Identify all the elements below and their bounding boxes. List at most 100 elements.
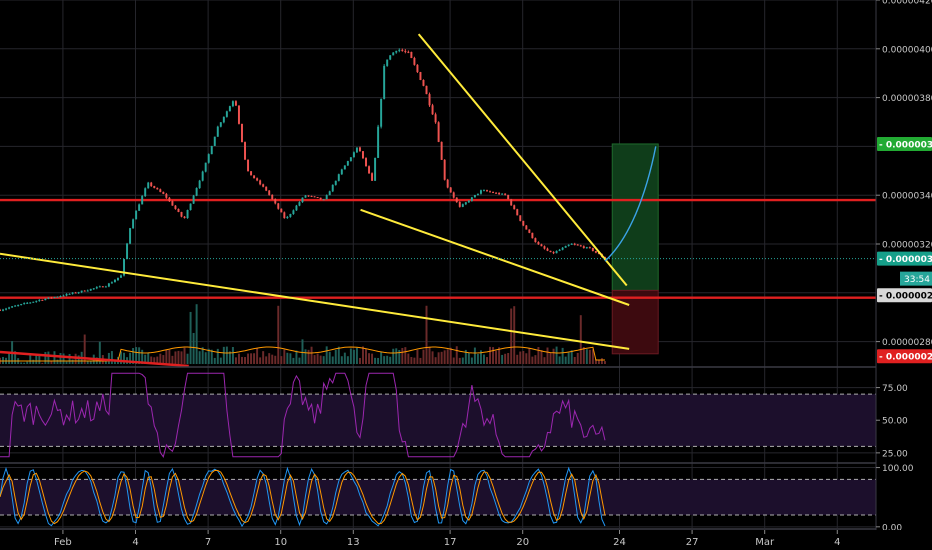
candle-body (522, 220, 525, 226)
candle-body (159, 189, 162, 192)
candle-body (567, 244, 570, 246)
price-label-stop[interactable] (877, 349, 932, 364)
volume-bar (192, 332, 195, 364)
volume-bar (41, 362, 44, 364)
candle-body (380, 98, 383, 127)
candle-body (513, 205, 516, 210)
stop-zone[interactable] (611, 289, 659, 355)
candle-body (582, 246, 585, 249)
volume-bar (244, 357, 246, 364)
candle-body (540, 244, 543, 247)
candle-body (431, 105, 434, 115)
trendline[interactable] (360, 208, 630, 306)
volume-bar (473, 347, 476, 364)
volume-bar (38, 355, 41, 364)
candle-body (123, 259, 126, 276)
candle-body (259, 180, 262, 185)
volume-bar (567, 352, 570, 364)
candle-body (352, 152, 355, 158)
candle-body (504, 193, 507, 195)
candle-body (498, 192, 501, 195)
candle-body (358, 147, 361, 152)
price-axis[interactable]: 0.00000420 0.00000400 0.00000380 0.00000340… (875, 0, 932, 550)
candle-body (17, 304, 20, 306)
candle-body (449, 187, 452, 193)
candle-body (44, 298, 47, 301)
candle-body (277, 203, 280, 209)
position-tool[interactable] (611, 143, 659, 355)
candle-body (555, 250, 558, 254)
candle-body (213, 136, 216, 146)
candle-body (0, 309, 1, 311)
trendlines[interactable] (0, 33, 630, 350)
volume-bar (310, 346, 313, 364)
candle-body (371, 173, 374, 181)
price-label-last[interactable] (877, 251, 932, 266)
volume-bar (159, 353, 162, 364)
volume-bar (20, 362, 23, 364)
price-label-support[interactable] (877, 288, 932, 303)
volume-bar (268, 353, 271, 364)
candle-body (8, 307, 11, 309)
volume-bar (195, 304, 198, 364)
volume-bar (552, 348, 555, 364)
candle-body (204, 162, 207, 172)
candle-body (543, 246, 546, 249)
volume-bar (271, 354, 274, 364)
support-resistance-lines[interactable] (0, 198, 876, 299)
candle-body (14, 305, 17, 307)
candle-body (186, 210, 189, 219)
candle-body (422, 79, 425, 86)
volume-bar (189, 311, 192, 364)
volume-bar (319, 355, 322, 364)
volume-bar (307, 349, 310, 364)
pane-dividers[interactable] (0, 366, 932, 530)
candle-body (413, 58, 416, 65)
volume-bar (392, 348, 395, 364)
volume-bar (247, 353, 250, 364)
volume-bar (398, 349, 401, 364)
candle-body (558, 249, 561, 251)
volume-bar (237, 353, 240, 364)
volume-bar (386, 355, 389, 364)
volume-bar (304, 349, 307, 364)
volume-bar (549, 352, 552, 364)
volume-bar (588, 349, 591, 364)
volume-bar (129, 352, 132, 364)
candle-body (286, 216, 289, 219)
candle-body (386, 59, 389, 66)
volume-bar (68, 354, 71, 364)
time-tick-label: Mar (755, 537, 775, 548)
volume-bar (265, 356, 268, 364)
volume-bar (331, 356, 334, 364)
volume-bar (564, 356, 567, 364)
volume-bar (222, 346, 225, 364)
candle-body (470, 197, 473, 201)
volume-bar (434, 357, 437, 364)
candle-body (443, 159, 446, 180)
volume-bar (573, 356, 576, 364)
trendline[interactable] (0, 252, 630, 350)
volume-bar (362, 346, 364, 364)
volume-bar (77, 355, 80, 364)
volume-bar (561, 347, 564, 364)
projection-curve[interactable] (604, 146, 657, 262)
volume-bar (337, 346, 340, 364)
volume-bar (489, 346, 492, 364)
volume-bar (443, 350, 446, 364)
trendline[interactable] (417, 33, 628, 287)
volume-bar (446, 349, 449, 364)
candle-body (95, 287, 98, 289)
candle-body (492, 191, 495, 193)
volume-bar (83, 334, 86, 364)
candle-body (576, 244, 579, 246)
candle-body (573, 243, 576, 245)
stoch-k-line (0, 466, 606, 528)
volume-bar (368, 353, 371, 364)
candle-body (337, 174, 340, 181)
volume-bar (464, 349, 467, 364)
candle-body (473, 194, 476, 198)
price-label-target[interactable] (877, 136, 932, 151)
time-axis[interactable]: Feb 4 7 10 13 17 20 24 27 Mar 4 (0, 530, 932, 550)
